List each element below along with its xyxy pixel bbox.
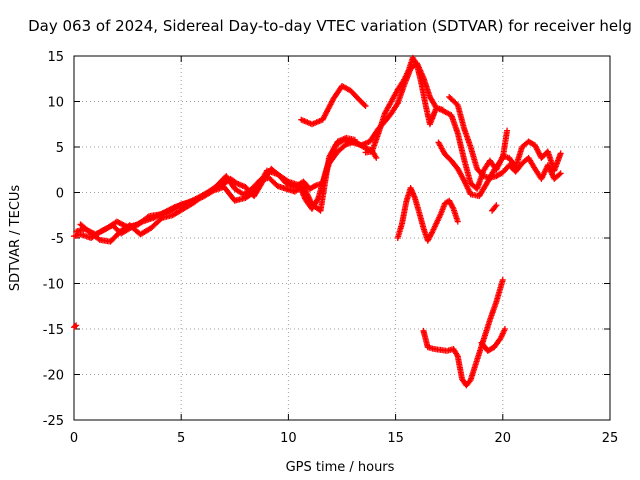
data-point <box>556 171 563 178</box>
series-pass-l <box>71 322 80 331</box>
data-point <box>373 154 380 161</box>
data-point <box>351 136 358 143</box>
series-pass-e <box>362 54 564 192</box>
series-pass-h <box>394 184 461 244</box>
y-tick-label: 5 <box>56 141 64 156</box>
x-axis-label: GPS time / hours <box>286 460 395 475</box>
data-point <box>499 276 506 283</box>
x-tick-label: 20 <box>495 431 512 446</box>
y-tick-label: -10 <box>43 278 64 293</box>
series-pass-f <box>446 93 564 182</box>
series-pass-j <box>478 326 508 354</box>
x-tick-label: 0 <box>70 431 78 446</box>
data-point <box>557 150 564 157</box>
data-point <box>95 235 102 242</box>
axis-ticks: 0 5 10 15 20 25 -25 -20 -15 -10 -5 0 5 10 15 <box>43 50 619 446</box>
y-tick-label: 0 <box>56 187 64 202</box>
data-point <box>501 326 508 332</box>
series-pass-g <box>435 127 511 200</box>
y-axis-label: SDTVAR / TECUs <box>8 185 23 292</box>
series-pass-k <box>489 202 500 214</box>
data-points <box>71 54 564 389</box>
y-tick-label: -20 <box>43 369 64 384</box>
x-tick-label: 10 <box>280 431 297 446</box>
series-pass-i <box>420 276 506 389</box>
data-point <box>454 218 461 225</box>
x-tick-label: 15 <box>387 431 404 446</box>
series-pass-c <box>77 134 358 245</box>
y-tick-label: -5 <box>51 232 64 247</box>
y-tick-label: 15 <box>47 50 64 65</box>
y-tick-label: 10 <box>47 96 64 111</box>
data-point <box>557 170 564 177</box>
data-point <box>493 202 500 209</box>
data-point <box>362 103 369 110</box>
series-pass-d <box>298 83 369 128</box>
series-pass-b <box>73 60 446 238</box>
x-tick-label: 5 <box>177 431 185 446</box>
chart-title: Day 063 of 2024, Sidereal Day-to-day VTE… <box>28 17 632 35</box>
y-tick-label: -25 <box>43 414 64 429</box>
data-point <box>73 322 80 329</box>
grid-lines <box>74 56 610 420</box>
data-point <box>311 182 318 189</box>
data-point <box>176 202 183 209</box>
data-point <box>72 323 79 330</box>
data-point <box>144 214 151 221</box>
data-point <box>504 127 511 134</box>
data-point <box>498 156 505 163</box>
x-tick-label: 25 <box>602 431 619 446</box>
data-point <box>361 101 368 108</box>
y-tick-label: -15 <box>43 323 64 338</box>
